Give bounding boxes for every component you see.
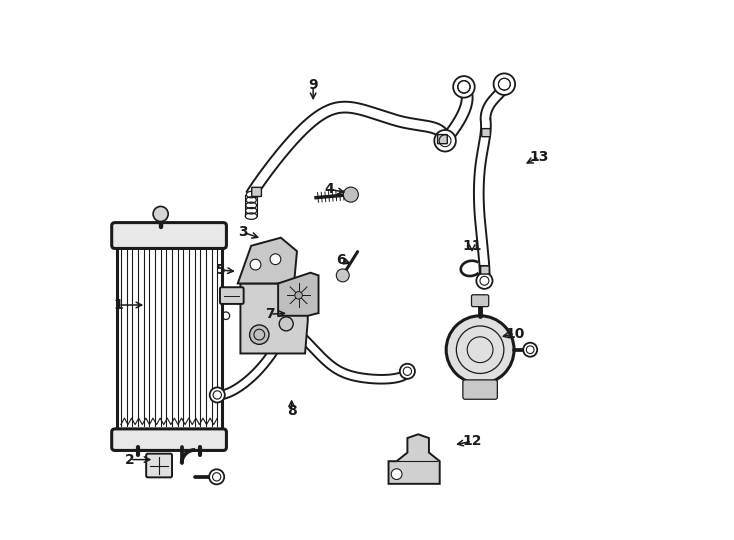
Polygon shape (241, 284, 308, 354)
Circle shape (270, 254, 281, 265)
Circle shape (435, 130, 456, 152)
FancyBboxPatch shape (112, 429, 226, 450)
Polygon shape (238, 238, 297, 284)
FancyBboxPatch shape (463, 380, 498, 399)
FancyBboxPatch shape (481, 266, 490, 274)
FancyBboxPatch shape (112, 222, 226, 248)
Text: 10: 10 (506, 327, 525, 341)
Circle shape (210, 387, 225, 402)
Polygon shape (388, 434, 440, 484)
Text: 1: 1 (113, 298, 123, 312)
Text: 9: 9 (308, 78, 318, 92)
FancyBboxPatch shape (252, 187, 261, 197)
Circle shape (279, 317, 293, 331)
Text: 11: 11 (462, 239, 482, 253)
Circle shape (250, 259, 261, 270)
Circle shape (344, 187, 358, 202)
FancyBboxPatch shape (146, 454, 172, 477)
Circle shape (493, 73, 515, 95)
Circle shape (446, 316, 514, 383)
Text: 8: 8 (287, 404, 297, 418)
Circle shape (209, 469, 224, 484)
Text: 3: 3 (239, 225, 248, 239)
Bar (117, 243, 222, 434)
FancyBboxPatch shape (482, 129, 490, 137)
Circle shape (336, 269, 349, 282)
FancyBboxPatch shape (220, 287, 244, 304)
Circle shape (453, 76, 475, 98)
Polygon shape (278, 273, 319, 316)
Circle shape (400, 364, 415, 379)
Text: 5: 5 (216, 263, 225, 277)
Circle shape (523, 343, 537, 357)
Text: 4: 4 (324, 182, 334, 196)
Text: 2: 2 (125, 453, 135, 467)
Text: 6: 6 (336, 253, 346, 267)
Text: 13: 13 (530, 150, 549, 164)
FancyBboxPatch shape (471, 295, 489, 307)
Circle shape (476, 273, 493, 289)
Circle shape (295, 292, 302, 299)
Text: 12: 12 (462, 434, 482, 448)
Circle shape (153, 206, 168, 221)
Circle shape (391, 469, 402, 480)
Circle shape (250, 325, 269, 345)
FancyBboxPatch shape (437, 134, 447, 144)
Text: 7: 7 (265, 307, 275, 321)
